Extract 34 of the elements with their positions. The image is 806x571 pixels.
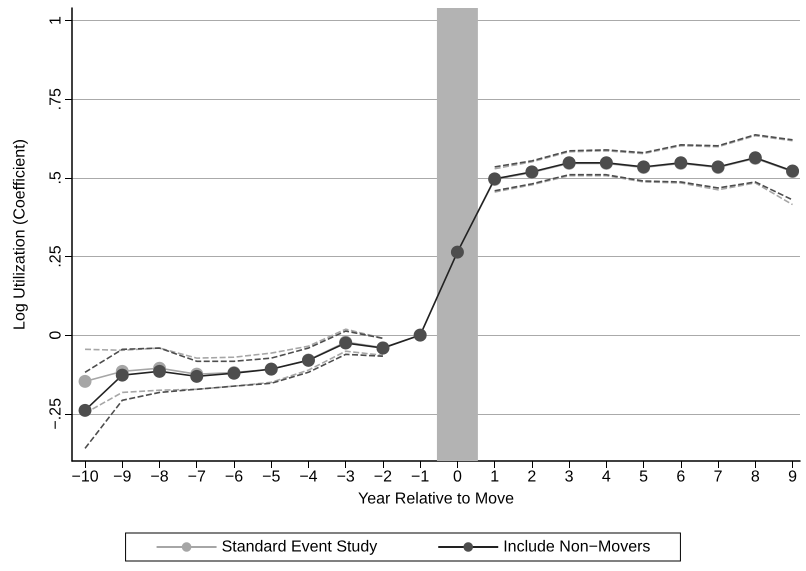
legend-label: Include Non−Movers bbox=[503, 538, 650, 556]
y-tick-label: .75 bbox=[48, 88, 64, 110]
x-tick-label: 8 bbox=[750, 468, 760, 486]
x-tick-label: 9 bbox=[788, 468, 798, 486]
x-tick-label: −8 bbox=[150, 468, 169, 486]
x-tick-label: −1 bbox=[411, 468, 430, 486]
x-tick-label: −9 bbox=[113, 468, 132, 486]
x-tick-label: 2 bbox=[527, 468, 536, 486]
x-tick-label: −4 bbox=[299, 468, 318, 486]
x-tick-label: 3 bbox=[564, 468, 574, 486]
x-tick-label: 6 bbox=[676, 468, 686, 486]
x-tick-label: 0 bbox=[452, 468, 462, 486]
legend-label: Standard Event Study bbox=[222, 538, 378, 556]
y-tick-label: 1 bbox=[48, 16, 64, 26]
x-axis-title: Year Relative to Move bbox=[358, 490, 514, 508]
x-tick-label: −5 bbox=[262, 468, 280, 486]
y-tick-label: −.25 bbox=[48, 398, 64, 430]
x-tick-label: −2 bbox=[374, 468, 392, 486]
x-tick-label: 1 bbox=[490, 468, 500, 486]
x-tick-label: 4 bbox=[602, 468, 611, 486]
point bbox=[116, 368, 129, 382]
y-tick-label: 0 bbox=[48, 330, 64, 340]
y-axis-title: Log Utilization (Coefficient) bbox=[12, 139, 28, 330]
x-tick-label: −3 bbox=[336, 468, 355, 486]
point bbox=[78, 374, 92, 388]
y-tick-label: .25 bbox=[48, 245, 64, 268]
x-tick-label: −6 bbox=[224, 468, 244, 486]
x-tick-label: 5 bbox=[639, 468, 648, 486]
x-tick-label: −7 bbox=[188, 468, 206, 486]
point bbox=[78, 404, 92, 417]
x-tick-label: 7 bbox=[714, 468, 723, 486]
point bbox=[153, 364, 166, 378]
y-tick-label: .5 bbox=[48, 171, 64, 185]
x-tick-label: −10 bbox=[71, 468, 99, 486]
